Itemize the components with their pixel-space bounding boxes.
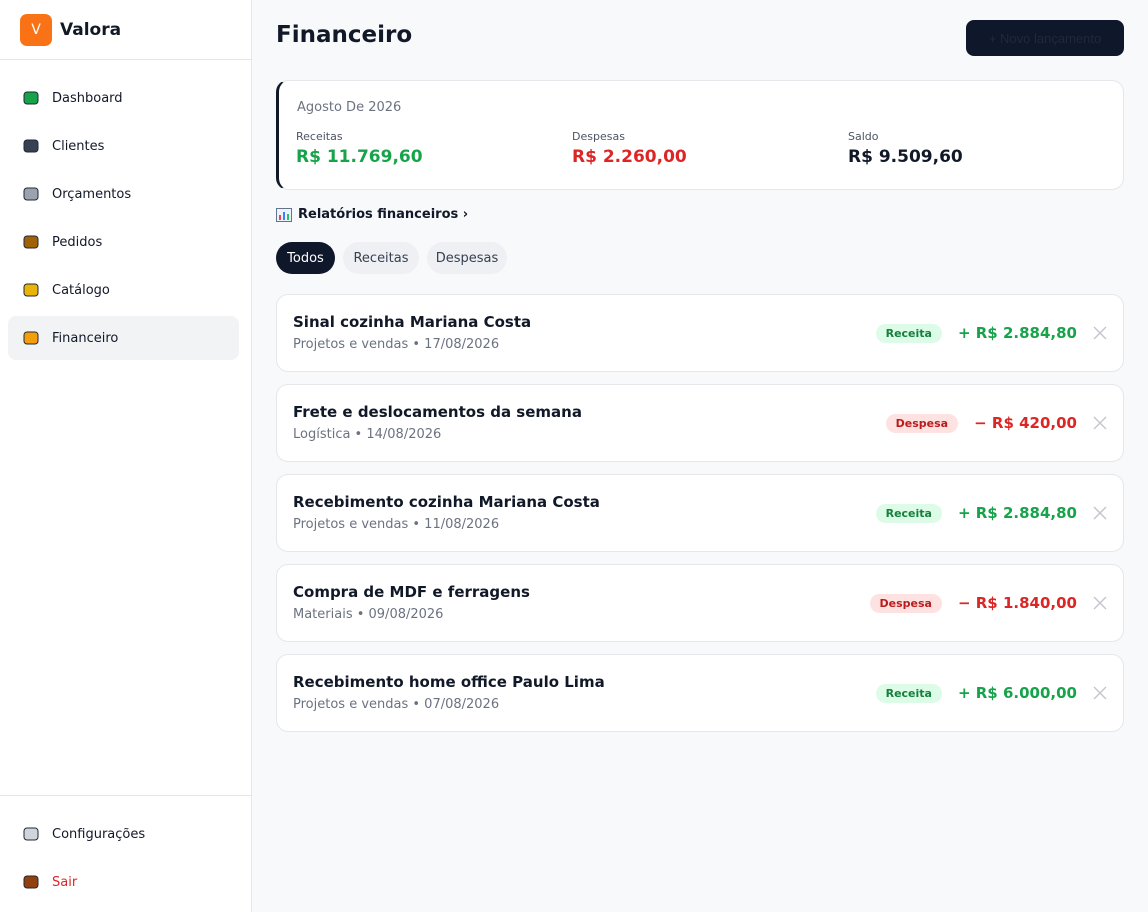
page-title: Financeiro — [276, 22, 413, 48]
close-icon — [1093, 416, 1107, 430]
summary-value: R$ 2.260,00 — [572, 147, 687, 167]
chart-icon — [276, 207, 292, 222]
transaction-meta: Projetos e vendas • 07/08/2026 — [293, 697, 500, 712]
nav-item[interactable]: Financeiro — [8, 316, 239, 360]
transaction-title: Sinal cozinha Mariana Costa — [293, 313, 532, 331]
nav-label: Clientes — [52, 138, 105, 154]
summary-item: Despesas R$ 2.260,00 — [572, 130, 687, 167]
reports-link-text: Relatórios financeiros › — [298, 207, 469, 222]
transaction-title: Frete e deslocamentos da semana — [293, 403, 582, 421]
transaction-title: Compra de MDF e ferragens — [293, 583, 530, 601]
filter-tab[interactable]: Receitas — [343, 242, 419, 274]
summary-value: R$ 11.769,60 — [296, 147, 423, 167]
amount: − R$ 1.840,00 — [957, 594, 1077, 612]
nav-label: Sair — [52, 874, 78, 890]
icon-shape — [23, 235, 39, 249]
transaction-card: Sinal cozinha Mariana Costa Projetos e ve… — [276, 294, 1124, 372]
brand: V Valora — [0, 0, 251, 60]
amount: + R$ 2.884,80 — [957, 504, 1077, 522]
nav-item[interactable]: Orçamentos — [8, 172, 239, 216]
icon-shape — [23, 283, 39, 297]
nav-item[interactable]: Pedidos — [8, 220, 239, 264]
delete-button[interactable] — [1093, 595, 1107, 614]
close-icon — [1093, 596, 1107, 610]
delete-button[interactable] — [1093, 325, 1107, 344]
transaction-right: Receita + R$ 6.000,00 — [875, 655, 1077, 731]
transaction-right: Despesa − R$ 420,00 — [885, 385, 1077, 461]
nav-item[interactable]: Dashboard — [8, 76, 239, 120]
transaction-card: Frete e deslocamentos da semana Logística… — [276, 384, 1124, 462]
summary-item: Saldo R$ 9.509,60 — [848, 130, 963, 167]
close-icon — [1093, 326, 1107, 340]
nav-item[interactable]: Catálogo — [8, 268, 239, 312]
nav-label: Dashboard — [52, 90, 123, 106]
nav-item[interactable]: Clientes — [8, 124, 239, 168]
transaction-meta: Materiais • 09/08/2026 — [293, 607, 444, 622]
close-icon — [1093, 686, 1107, 700]
nav-label: Configurações — [52, 826, 146, 842]
icon-shape — [23, 91, 39, 105]
delete-button[interactable] — [1093, 685, 1107, 704]
transaction-title: Recebimento cozinha Mariana Costa — [293, 493, 600, 511]
nav-item[interactable]: Sair — [8, 860, 239, 904]
new-entry-button[interactable]: + Novo lançamento — [966, 20, 1124, 56]
transaction-card: Recebimento cozinha Mariana Costa Projeto… — [276, 474, 1124, 552]
amount: − R$ 420,00 — [974, 414, 1077, 432]
transaction-card: Recebimento home office Paulo Lima Projet… — [276, 654, 1124, 732]
close-icon — [1093, 506, 1107, 520]
transaction-meta: Projetos e vendas • 11/08/2026 — [293, 517, 500, 532]
logo: V — [20, 13, 52, 46]
amount: + R$ 6.000,00 — [957, 684, 1077, 702]
summary-value: R$ 9.509,60 — [848, 147, 963, 167]
filter-tab[interactable]: Todos — [276, 242, 335, 274]
transaction-title: Recebimento home office Paulo Lima — [293, 673, 605, 691]
transaction-meta: Projetos e vendas • 17/08/2026 — [293, 337, 500, 352]
summary-label: Saldo — [848, 130, 879, 143]
type-badge: Receita — [875, 683, 942, 703]
sidebar: V Valora Dashboard Clientes Orçamentos Pedi… — [0, 0, 252, 912]
type-badge: Receita — [875, 503, 942, 523]
transaction-right: Despesa − R$ 1.840,00 — [869, 565, 1077, 641]
type-badge: Despesa — [885, 413, 959, 433]
divider — [0, 795, 251, 796]
transaction-meta: Logística • 14/08/2026 — [293, 427, 442, 442]
summary-label: Receitas — [296, 130, 343, 143]
type-badge: Despesa — [869, 593, 942, 613]
nav-label: Pedidos — [52, 234, 103, 250]
amount: + R$ 2.884,80 — [957, 324, 1077, 342]
summary-label: Despesas — [572, 130, 625, 143]
nav-item[interactable]: Configurações — [8, 812, 239, 856]
delete-button[interactable] — [1093, 415, 1107, 434]
icon-shape — [23, 331, 39, 345]
nav-label: Orçamentos — [52, 186, 132, 202]
delete-button[interactable] — [1093, 505, 1107, 524]
icon-shape — [23, 875, 39, 889]
filter-tab[interactable]: Despesas — [427, 242, 507, 274]
nav-label: Catálogo — [52, 282, 110, 298]
period: Agosto De 2026 — [297, 100, 402, 115]
icon-shape — [23, 187, 39, 201]
summary-item: Receitas R$ 11.769,60 — [296, 130, 423, 167]
reports-link[interactable]: Relatórios financeiros › — [276, 207, 468, 222]
icon-shape — [23, 827, 39, 841]
nav-label: Financeiro — [52, 330, 119, 346]
icon-shape — [23, 139, 39, 153]
transaction-right: Receita + R$ 2.884,80 — [875, 295, 1077, 371]
summary-card: Agosto De 2026 Receitas R$ 11.769,60 Despe… — [276, 80, 1124, 190]
brand-name: Valora — [60, 19, 122, 40]
transaction-card: Compra de MDF e ferragens Materiais • 09/… — [276, 564, 1124, 642]
type-badge: Receita — [875, 323, 942, 343]
transaction-right: Receita + R$ 2.884,80 — [875, 475, 1077, 551]
